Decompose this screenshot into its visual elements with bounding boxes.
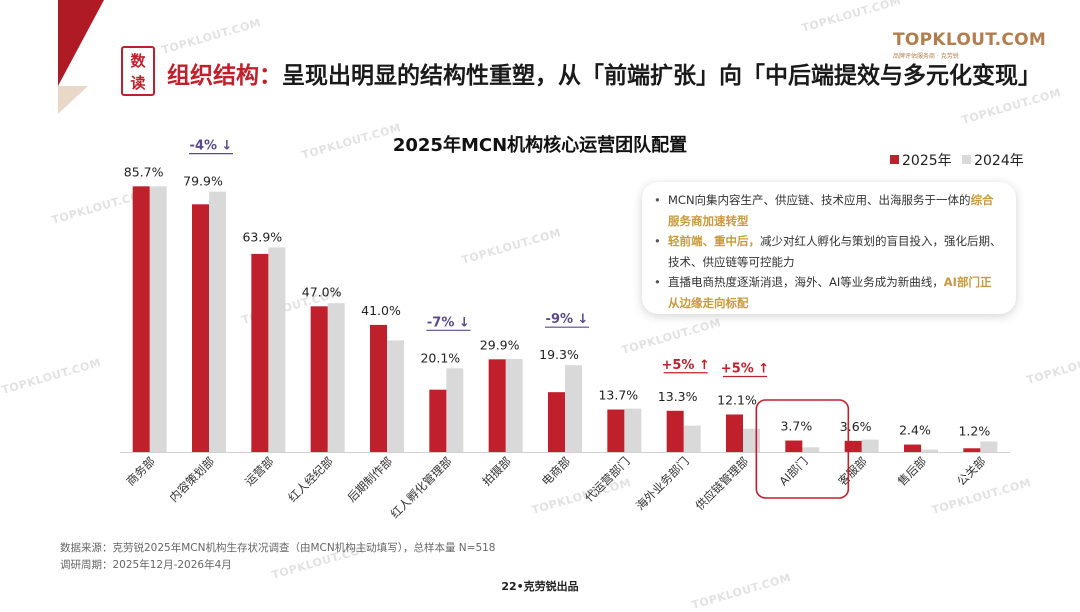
data-label: 1.2% (958, 423, 990, 438)
category-tick-label: 拍摄部 (479, 454, 513, 488)
chart-title: 2025年MCN机构核心运营团队配置 (392, 135, 688, 156)
category-tick-label: 售后部 (895, 454, 929, 488)
data-source-note: 数据来源：克劳锐2025年MCN机构生存状况调查（由MCN机构主动填写），总样本… (60, 542, 496, 554)
bar-2025 (251, 253, 269, 452)
bar-2024 (149, 186, 167, 452)
page-number: 22•克劳锐出品 (501, 580, 579, 593)
category-tick-label: 电商部 (539, 454, 573, 488)
insight-line-3: 直播电商热度逐渐消退，海外、AI等业务成为新曲线，AI部门正从边缘走向标配 (654, 272, 1002, 313)
insight-1-text: MCN向集内容生产、供应链、技术应用、出海服务于一体的 (668, 193, 971, 207)
change-annotation: +5% ↑ (661, 358, 709, 373)
badge-line-1: 数 (130, 52, 146, 70)
survey-period-note: 调研周期：2025年12月-2026年4月 (60, 559, 232, 571)
logo-main-text: TOPKLOUT.COM (893, 30, 1047, 50)
bar-2024 (446, 368, 464, 452)
category-tick-label: 红人孵化管理部 (388, 454, 455, 521)
data-label: 13.3% (658, 389, 698, 404)
category-tick-label: 公关部 (954, 454, 988, 488)
category-tick-label: 运营部 (242, 454, 276, 488)
bar-2024 (624, 408, 642, 452)
insight-line-1: MCN向集内容生产、供应链、技术应用、出海服务于一体的综合服务商加速转型 (654, 190, 1002, 231)
data-label: 79.9% (183, 174, 223, 189)
bar-2024 (980, 441, 998, 452)
data-label: 3.7% (780, 419, 812, 434)
data-label: 85.7% (124, 164, 164, 179)
legend-label-2025: 2025年 (902, 153, 952, 169)
insight-line-2: 轻前端、重中后，减少对红人孵化与策划的盲目投入，强化后期、技术、供应链等可控能力 (654, 231, 1002, 272)
bar-2024 (505, 359, 523, 452)
data-label: 3.6% (840, 419, 872, 434)
data-label: 2.4% (899, 423, 931, 438)
legend-item-2024: 2024年 (962, 153, 1024, 169)
bar-2024 (921, 449, 938, 452)
data-label: 20.1% (420, 350, 460, 365)
bar-2025 (844, 440, 862, 452)
category-tick-label: 后期制作部 (345, 454, 396, 505)
bar-2024 (683, 425, 701, 452)
section-badge: 数 读 (121, 46, 155, 96)
change-annotation: -9% ↓ (546, 312, 589, 327)
category-tick-label: AI部门 (776, 454, 810, 488)
change-annotation: -4% ↓ (190, 139, 233, 154)
bar-2025 (607, 409, 625, 452)
insight-box: MCN向集内容生产、供应链、技术应用、出海服务于一体的综合服务商加速转型 轻前端… (642, 182, 1016, 314)
bar-2024 (565, 365, 582, 452)
category-tick-label: 海外业务部门 (633, 454, 692, 513)
legend-swatch-2025 (890, 155, 899, 164)
insight-1-bold: 综合服务商加速转型 (668, 193, 994, 228)
data-label: 19.3% (539, 347, 579, 362)
brand-logo: TOPKLOUT.COM 品牌评估服务商 · 克劳锐 (893, 30, 1047, 60)
bar-2025 (726, 414, 743, 452)
change-annotation: +5% ↑ (721, 361, 769, 376)
category-tick-label: 供应链管理部 (692, 454, 751, 513)
legend-swatch-2024 (962, 155, 972, 164)
bar-2024 (209, 191, 226, 452)
bar-2025 (963, 448, 981, 452)
bar-2024 (327, 303, 345, 452)
bar-2024 (743, 428, 760, 452)
bar-2025 (548, 392, 565, 452)
chart-legend: 2025年 2024年 (890, 150, 1030, 170)
bar-2025 (192, 204, 209, 452)
bar-2025 (429, 389, 447, 452)
insight-2-bold: 轻前端、重中后， (668, 234, 760, 248)
data-label: 29.9% (480, 337, 520, 352)
corner-decoration-gold (58, 86, 88, 114)
data-label: 13.7% (598, 388, 638, 403)
category-tick-label: 红人经纪部 (285, 454, 336, 505)
category-tick-label: 客服部 (835, 454, 869, 488)
logo-sub-text: 品牌评估服务商 · 克劳锐 (893, 53, 959, 60)
headline-highlight: 组织结构： (167, 63, 282, 89)
bar-2024 (268, 247, 286, 452)
legend-label-2024: 2024年 (974, 153, 1024, 169)
page-headline: 组织结构：呈现出明显的结构性重塑，从「前端扩张」向「中后端提效与多元化变现」 (167, 56, 1041, 90)
data-label: 41.0% (361, 303, 401, 318)
bar-2025 (785, 440, 803, 452)
corner-decoration-dark (58, 0, 104, 86)
bar-2025 (132, 186, 150, 452)
category-tick-label: 商务部 (123, 454, 157, 488)
bar-2025 (904, 444, 921, 452)
bar-2024 (802, 447, 820, 452)
category-tick-label: 代运营部门 (582, 454, 633, 505)
insight-2-text: 减少对红人孵化与策划的盲目投入，强化后期、技术、供应链等可控能力 (668, 234, 1002, 269)
data-label: 12.1% (717, 392, 757, 407)
bar-2024 (861, 439, 879, 452)
bar-2025 (666, 410, 684, 452)
highlight-box-ai (755, 399, 850, 499)
category-tick-label: 内容策划部 (167, 454, 218, 505)
bar-2025 (488, 359, 506, 452)
data-label: 47.0% (302, 284, 342, 299)
bar-2025 (370, 324, 387, 452)
change-annotation: -7% ↓ (427, 315, 470, 330)
legend-item-2025: 2025年 (890, 153, 952, 169)
bar-2025 (310, 306, 328, 452)
bar-2024 (387, 340, 404, 452)
insight-3-text: 直播电商热度逐渐消退，海外、AI等业务成为新曲线， (668, 275, 944, 289)
badge-line-2: 读 (130, 74, 146, 92)
data-label: 63.9% (242, 229, 282, 244)
headline-rest: 呈现出明显的结构性重塑，从「前端扩张」向「中后端提效与多元化变现」 (282, 63, 1041, 89)
insight-3-bold: AI部门正从边缘走向标配 (668, 275, 992, 310)
